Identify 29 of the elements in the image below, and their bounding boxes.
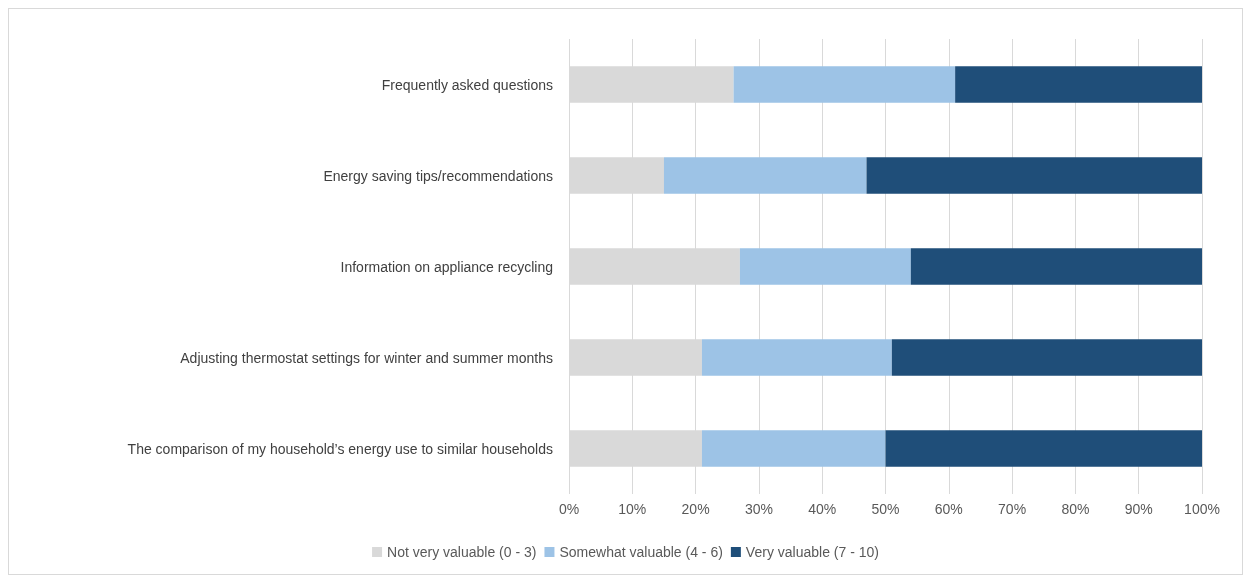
x-tick-label: 90% — [1124, 501, 1153, 517]
bar — [663, 157, 867, 194]
y-tick-label: Frequently asked questions — [381, 76, 553, 93]
bar — [885, 430, 1202, 467]
x-tick-label: 0% — [558, 501, 580, 517]
x-tick-label: 100% — [1184, 501, 1220, 517]
x-tick-label: 70% — [998, 501, 1027, 517]
x-tick-label: 40% — [808, 501, 837, 517]
x-tick-label: 30% — [744, 501, 773, 517]
bar — [910, 248, 1202, 285]
x-tick-label: 20% — [681, 501, 710, 517]
legend-label: Not very valuable (0 - 3) — [387, 544, 537, 560]
bar — [955, 66, 1202, 103]
y-tick-label: Information on appliance recycling — [340, 258, 553, 275]
bar — [739, 248, 911, 285]
x-tick-label: 80% — [1061, 501, 1090, 517]
bar — [733, 66, 956, 103]
y-tick-label: Adjusting thermostat settings for winter and summer months — [180, 349, 553, 366]
bar — [866, 157, 1202, 194]
x-tick-label: 10% — [618, 501, 647, 517]
bar — [701, 430, 886, 467]
x-tick-label: 60% — [934, 501, 963, 517]
y-tick-label: The comparison of my household’s energy use to similar households — [127, 440, 553, 457]
legend-label: Very valuable (7 - 10) — [745, 544, 879, 560]
bar — [701, 339, 892, 376]
bar — [891, 339, 1202, 376]
x-tick-label: 50% — [871, 501, 900, 517]
legend-label: Somewhat valuable (4 - 6) — [559, 544, 723, 560]
y-tick-label: Energy saving tips/recommendations — [323, 167, 553, 184]
